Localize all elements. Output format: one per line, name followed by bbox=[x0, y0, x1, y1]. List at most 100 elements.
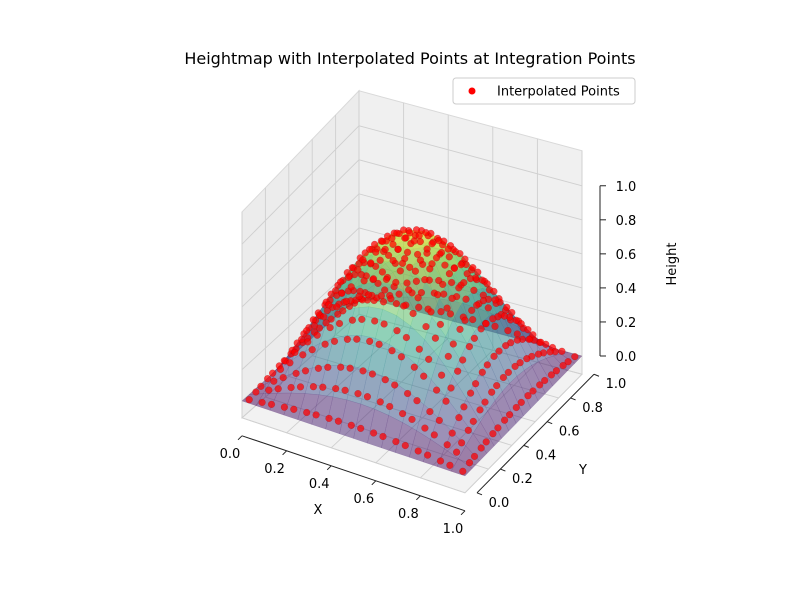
interpolated-point bbox=[420, 372, 428, 380]
interpolated-point bbox=[359, 256, 367, 264]
interpolated-point bbox=[491, 296, 499, 304]
interpolated-point bbox=[478, 276, 486, 284]
interpolated-point bbox=[505, 411, 514, 419]
interpolated-point bbox=[258, 398, 266, 407]
interpolated-point bbox=[381, 286, 389, 294]
interpolated-point bbox=[455, 413, 463, 422]
interpolated-point bbox=[292, 369, 300, 378]
interpolated-point bbox=[381, 376, 389, 384]
interpolated-point bbox=[529, 387, 537, 395]
interpolated-point bbox=[393, 327, 401, 335]
interpolated-point bbox=[376, 256, 384, 264]
interpolated-point bbox=[415, 303, 423, 311]
interpolated-point bbox=[379, 432, 387, 441]
interpolated-point bbox=[417, 288, 426, 297]
interpolated-point bbox=[357, 424, 365, 433]
interpolated-point bbox=[344, 273, 353, 282]
interpolated-point bbox=[343, 335, 352, 343]
interpolated-point bbox=[443, 441, 451, 449]
interpolated-point bbox=[466, 274, 475, 283]
interpolated-point bbox=[483, 361, 491, 369]
interpolated-point bbox=[489, 430, 497, 438]
interpolated-point bbox=[484, 304, 492, 312]
x-tick-label: 1.0 bbox=[443, 522, 464, 537]
interpolated-point bbox=[437, 248, 446, 257]
interpolated-point bbox=[427, 308, 435, 316]
interpolated-point bbox=[468, 306, 476, 315]
x-tick-label: 0.6 bbox=[353, 492, 374, 507]
interpolated-point bbox=[500, 416, 509, 424]
y-tick-label: 0.4 bbox=[535, 448, 556, 463]
interpolated-point bbox=[302, 326, 311, 335]
interpolated-point bbox=[363, 393, 372, 401]
y-tick-mark bbox=[500, 468, 506, 472]
interpolated-point bbox=[511, 362, 519, 371]
axes: 0.00.20.40.60.81.00.00.20.40.60.81.00.00… bbox=[220, 180, 637, 537]
interpolated-point bbox=[382, 275, 391, 284]
interpolated-point bbox=[377, 292, 386, 300]
interpolated-point bbox=[355, 292, 363, 300]
interpolated-point bbox=[369, 275, 378, 283]
interpolated-point bbox=[392, 437, 400, 446]
interpolated-point bbox=[512, 316, 520, 324]
y-tick-mark bbox=[523, 444, 529, 448]
interpolated-point bbox=[365, 245, 374, 254]
z-axis-label: Height bbox=[665, 243, 680, 286]
interpolated-point bbox=[432, 254, 441, 262]
x-tick-label: 0.0 bbox=[220, 447, 241, 462]
interpolated-point bbox=[449, 340, 457, 348]
interpolated-point bbox=[481, 398, 489, 406]
interpolated-point bbox=[410, 363, 418, 371]
interpolated-point bbox=[395, 290, 403, 298]
interpolated-point bbox=[339, 307, 347, 315]
interpolated-point bbox=[314, 364, 323, 372]
interpolated-point bbox=[450, 264, 459, 273]
interpolated-point bbox=[401, 234, 409, 242]
x-tick-label: 0.4 bbox=[309, 477, 330, 492]
interpolated-point bbox=[426, 265, 434, 273]
interpolated-point bbox=[559, 361, 567, 370]
interpolated-point bbox=[434, 291, 442, 299]
interpolated-point bbox=[425, 355, 433, 363]
interpolated-point bbox=[394, 245, 402, 254]
interpolated-point bbox=[252, 388, 260, 396]
interpolated-point bbox=[504, 326, 512, 335]
interpolated-point bbox=[421, 424, 429, 432]
interpolated-point bbox=[415, 345, 423, 353]
interpolated-point bbox=[463, 270, 471, 278]
interpolated-point bbox=[513, 330, 521, 338]
interpolated-point bbox=[439, 280, 447, 289]
interpolated-point bbox=[476, 406, 484, 414]
interpolated-point bbox=[257, 382, 265, 390]
interpolated-point bbox=[313, 331, 321, 339]
interpolated-point bbox=[470, 452, 479, 461]
interpolated-point bbox=[558, 347, 566, 355]
interpolated-point bbox=[320, 313, 328, 321]
interpolated-point bbox=[387, 295, 395, 303]
interpolated-point bbox=[290, 405, 298, 413]
interpolated-point bbox=[537, 338, 545, 346]
interpolated-point bbox=[334, 310, 342, 318]
interpolated-point bbox=[541, 376, 549, 385]
interpolated-point bbox=[437, 371, 446, 379]
y-axis-label: Y bbox=[578, 463, 587, 478]
interpolated-point bbox=[534, 350, 543, 358]
interpolated-point bbox=[389, 256, 397, 265]
interpolated-point bbox=[378, 237, 387, 246]
interpolated-point bbox=[502, 341, 510, 350]
y-tick-mark bbox=[593, 373, 600, 377]
interpolated-point bbox=[471, 380, 480, 388]
interpolated-point bbox=[448, 294, 456, 302]
interpolated-point bbox=[444, 245, 452, 253]
interpolated-point bbox=[457, 261, 465, 269]
interpolated-point bbox=[524, 326, 532, 334]
interpolated-point bbox=[265, 386, 273, 394]
interpolated-point bbox=[333, 303, 341, 311]
legend: Interpolated Points bbox=[452, 77, 636, 105]
interpolated-point bbox=[499, 373, 508, 382]
interpolated-point bbox=[464, 426, 472, 434]
interpolated-point bbox=[270, 377, 278, 385]
interpolated-point bbox=[536, 381, 544, 389]
interpolated-point bbox=[397, 353, 406, 361]
y-grid-line-0 bbox=[241, 212, 466, 494]
